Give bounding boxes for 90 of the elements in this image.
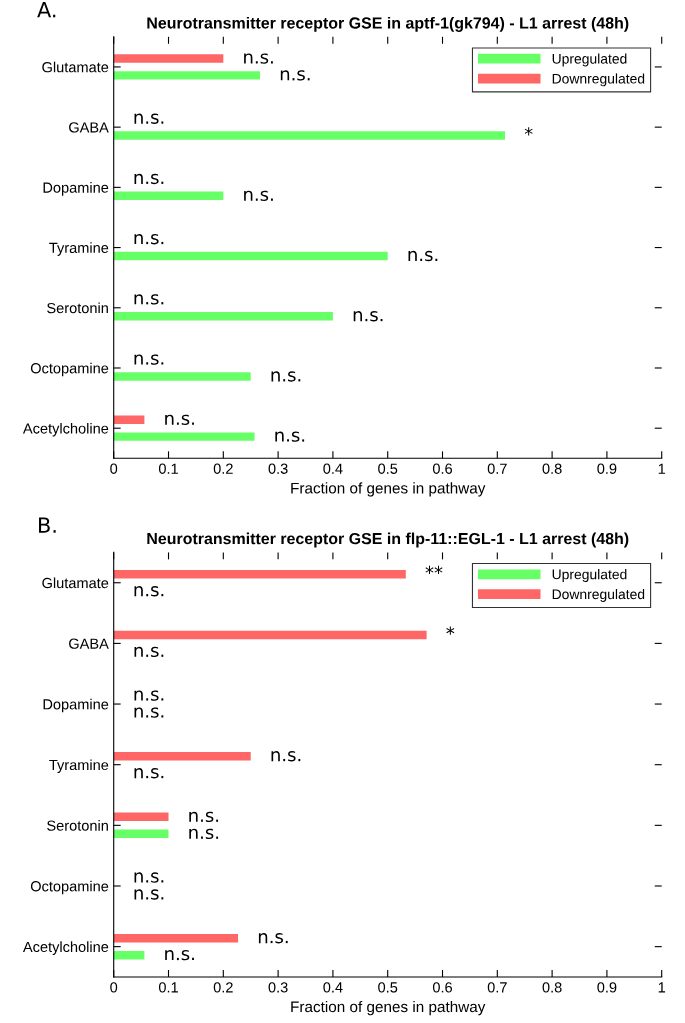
data-label: n.s. [244,53,273,64]
x-tick-label: 0.2 [213,463,233,474]
y-tick-label: Acetylcholine [22,422,109,437]
data-label: n.s. [244,190,273,202]
y-tick-label: Tyramine [49,759,109,773]
y-tick-label: Serotonin [47,820,108,831]
x-tick-label: 1 [658,982,666,993]
y-tick-label: Dopamine [43,182,109,196]
data-label: n.s. [134,173,164,185]
y-tick-label: GABA [69,122,109,133]
data-label: n.s. [134,768,164,779]
y-tick-label: GABA [69,638,109,649]
data-label: n.s. [353,311,383,322]
data-label: n.s. [134,234,164,245]
bar [113,415,145,424]
x-tick-label: 0 [110,982,118,993]
x-tick-label: 0.2 [213,982,233,993]
bar [113,71,261,80]
bar [113,751,251,761]
legend-label: Upregulated [552,569,627,583]
data-label: n.s. [189,828,219,840]
data-label: n.s. [134,889,164,900]
y-tick-label: Dopamine [43,698,109,713]
x-tick-label: 0.3 [268,463,288,474]
bar [113,131,505,140]
y-tick-label: Octopamine [30,362,109,377]
chart-title: Neurotransmitter receptor GSE in flp-11::EGL-1 - L1 arrest (48h) [147,532,629,548]
x-axis-title: Fraction of genes in pathway [291,482,486,497]
bar [113,570,406,579]
data-label: n.s. [189,811,219,823]
bar [113,829,169,839]
data-label: n.s. [258,933,288,944]
chart-title: Neurotransmitter receptor GSE in aptf-1(gk794) - L1 arrest (48h) [147,16,629,32]
data-label: n.s. [134,586,164,597]
x-axis-title: Fraction of genes in pathway [291,1000,486,1016]
legend-label: Downregulated [552,73,645,87]
bar [113,630,427,640]
x-tick-label: 0 [110,463,118,474]
data-label: * [446,626,455,635]
x-tick-label: 0.4 [323,982,343,993]
data-label: n.s. [134,707,164,718]
data-label: n.s. [271,751,301,762]
x-tick-label: 0.9 [597,982,617,993]
x-tick-label: 0.3 [268,982,288,993]
bar [113,251,388,261]
x-tick-label: 1 [658,463,666,474]
y-tick-label: Acetylcholine [22,941,109,955]
y-tick-label: Glutamate [42,577,109,589]
x-tick-label: 0.4 [323,463,343,474]
x-tick-label: 0.6 [432,982,453,993]
text: B. [39,517,56,533]
legend-label: Downregulated [552,588,645,602]
bar [113,432,255,441]
bar [113,311,333,321]
data-label: n.s. [271,371,301,382]
x-tick-label: 0.8 [542,982,562,993]
x-tick-label: 0.9 [597,463,617,474]
x-tick-label: 0.5 [378,982,398,993]
bar [113,933,239,943]
bar [113,54,224,63]
x-tick-label: 0.7 [487,982,507,993]
y-tick-label: Octopamine [30,880,109,895]
data-label: n.s. [275,431,305,442]
data-label: n.s. [165,414,194,426]
data-label: n.s. [134,872,164,883]
data-label: n.s. [134,646,164,658]
y-tick-label: Tyramine [49,242,109,256]
data-label: n.s. [134,113,164,124]
bar [113,191,224,200]
bar [113,950,145,960]
x-tick-label: 0.8 [542,463,562,474]
data-label: n.s. [134,690,164,701]
x-tick-label: 0.1 [158,982,178,993]
data-label: n.s. [134,294,164,305]
x-tick-label: 0.1 [158,463,178,474]
x-tick-label: 0.7 [487,463,507,474]
y-tick-label: Glutamate [42,61,109,73]
data-label: n.s. [134,354,164,365]
text: A. [37,2,56,18]
y-tick-label: Serotonin [47,302,108,314]
data-label: ** [425,565,443,575]
bar [113,372,251,381]
data-label: n.s. [165,950,194,961]
data-label: n.s. [408,250,438,262]
x-tick-label: 0.5 [378,463,398,474]
bar [113,812,169,822]
data-label: * [524,127,533,136]
x-tick-label: 0.6 [432,463,453,474]
legend-label: Upregulated [552,53,627,67]
data-label: n.s. [280,70,310,81]
